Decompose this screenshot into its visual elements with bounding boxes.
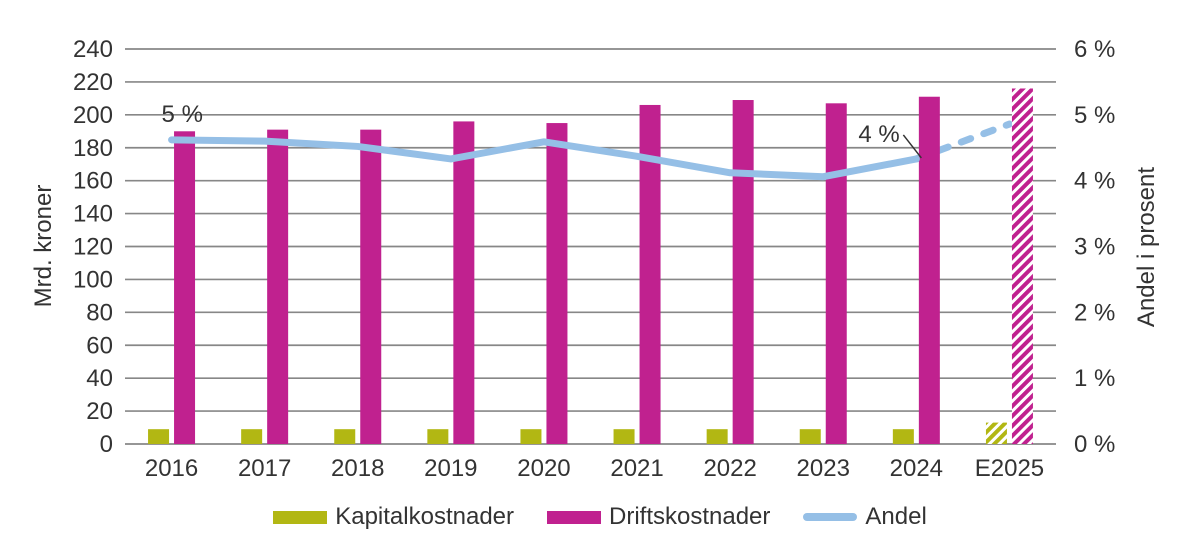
bar-driftskostnader-2019: [453, 121, 475, 445]
bar-kapitalkostnader-2022: [706, 429, 728, 444]
x-axis-tick-label: 2023: [797, 455, 850, 482]
bar-driftskostnader-E2025: [1011, 88, 1033, 444]
kapitalkostnader-swatch: [273, 510, 328, 524]
bar-driftskostnader-2021: [639, 104, 661, 444]
left-axis-tick-label: 100: [73, 266, 113, 293]
annotation-label: 4 %: [858, 121, 899, 148]
bar-kapitalkostnader-E2025: [985, 422, 1007, 444]
legend-label-andel: Andel: [865, 503, 927, 530]
bar-kapitalkostnader-2021: [613, 429, 635, 444]
bar-driftskostnader-2018: [360, 129, 382, 445]
annotation-label: 5 %: [162, 101, 203, 128]
bar-kapitalkostnader-2023: [799, 429, 821, 444]
legend-label-driftskostnader: Driftskostnader: [609, 503, 771, 530]
right-axis-tick-label: 3 %: [1074, 234, 1115, 261]
bar-driftskostnader-2022: [732, 100, 754, 444]
bar-kapitalkostnader-2016: [148, 429, 170, 444]
left-axis-tick-label: 60: [86, 332, 113, 359]
bar-kapitalkostnader-2018: [334, 429, 356, 444]
left-axis-tick-label: 40: [86, 365, 113, 392]
x-axis-tick-label: 2019: [424, 455, 477, 482]
right-axis-tick-label: 5 %: [1074, 102, 1115, 129]
bar-driftskostnader-2016: [174, 131, 196, 444]
left-axis-tick-label: 140: [73, 201, 113, 228]
bar-kapitalkostnader-2024: [892, 429, 914, 444]
x-axis-tick-label: 2022: [703, 455, 756, 482]
left-axis-tick-label: 180: [73, 135, 113, 162]
legend-label-kapitalkostnader: Kapitalkostnader: [335, 503, 514, 530]
annotation-connector-line: [902, 134, 922, 159]
bar-kapitalkostnader-2020: [520, 429, 542, 444]
right-axis-title: Andel i prosent: [1133, 166, 1160, 328]
bar-driftskostnader-2017: [267, 129, 289, 445]
andel-line-dashed-segment: [912, 120, 1013, 163]
right-axis-tick-label: 6 %: [1074, 36, 1115, 63]
bar-kapitalkostnader-2017: [241, 429, 263, 444]
x-axis-tick-label: 2017: [238, 455, 291, 482]
left-axis-tick-label: 80: [86, 299, 113, 326]
andel-swatch: [803, 513, 858, 521]
right-axis-tick-label: 4 %: [1074, 168, 1115, 195]
left-axis-tick-label: 20: [86, 398, 113, 425]
x-axis-tick-label: 2018: [331, 455, 384, 482]
left-axis-tick-label: 240: [73, 36, 113, 63]
driftskostnader-swatch: [547, 510, 601, 524]
chart-legend: Kapitalkostnader Driftskostnader Andel: [0, 503, 1200, 531]
x-axis-tick-label: 2021: [610, 455, 663, 482]
x-axis-tick-label: E2025: [975, 455, 1044, 482]
legend-item-driftskostnader: Driftskostnader: [547, 503, 770, 531]
bar-kapitalkostnader-2019: [427, 429, 449, 444]
right-axis-tick-label: 0 %: [1074, 431, 1115, 458]
left-axis-title: Mrd. kroner: [30, 184, 57, 308]
left-axis-tick-label: 200: [73, 102, 113, 129]
bar-driftskostnader-2023: [825, 103, 847, 444]
legend-item-andel: Andel: [803, 503, 927, 531]
left-axis-tick-label: 0: [100, 431, 113, 458]
andel-line: [168, 136, 920, 181]
legend-item-kapitalkostnader: Kapitalkostnader: [273, 503, 514, 531]
left-axis-tick-label: 160: [73, 168, 113, 195]
x-axis-tick-label: 2016: [145, 455, 198, 482]
right-axis-tick-label: 1 %: [1074, 365, 1115, 392]
right-axis-tick-label: 2 %: [1074, 299, 1115, 326]
bar-driftskostnader-2024: [918, 96, 940, 445]
left-axis-tick-label: 120: [73, 234, 113, 261]
left-axis-tick-label: 220: [73, 69, 113, 96]
bar-driftskostnader-2020: [546, 123, 568, 444]
x-axis-tick-label: 2020: [517, 455, 570, 482]
x-axis-tick-label: 2024: [890, 455, 943, 482]
